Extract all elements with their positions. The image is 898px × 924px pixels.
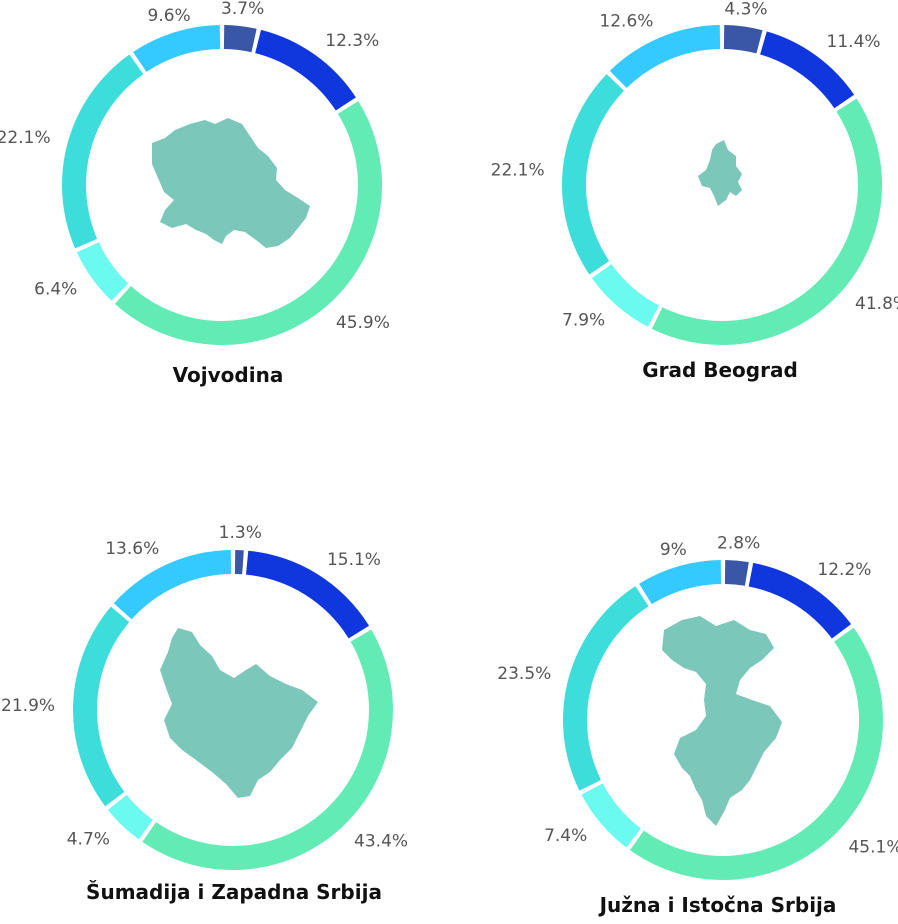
donut-segment <box>724 560 749 586</box>
donut-segment <box>61 54 144 249</box>
data-label: 6.4% <box>34 280 77 300</box>
donut-segment <box>223 25 257 53</box>
donut-segment <box>723 25 763 54</box>
donut-segment <box>234 550 244 575</box>
data-label: 45.9% <box>336 313 390 333</box>
data-label: 11.4% <box>827 32 881 52</box>
data-label: 22.1% <box>491 161 545 181</box>
donut-segment <box>609 25 721 89</box>
data-label: 12.3% <box>325 31 379 51</box>
data-label: 12.6% <box>599 12 653 32</box>
donut-segment <box>562 74 624 275</box>
data-label: 4.7% <box>67 830 110 850</box>
donut-segment <box>245 550 370 639</box>
data-label: 7.9% <box>562 310 605 330</box>
donut-segment <box>748 562 852 639</box>
chart-title-juzna-i-istocna-srbija: Južna i Istočna Srbija <box>598 893 837 917</box>
donut-segment <box>563 586 649 791</box>
data-label: 45.1% <box>848 837 898 857</box>
donut-segment <box>107 794 153 840</box>
donut-segment <box>629 627 884 881</box>
data-label: 22.1% <box>0 128 51 148</box>
data-label: 21.9% <box>1 696 55 716</box>
data-label: 15.1% <box>327 550 381 570</box>
donut-chart-grad-beograd: 4.3% 11.4% 41.8% 7.9% 22.1% 12.6% Grad Beogra… <box>491 0 898 382</box>
donut-segment <box>76 242 129 301</box>
data-label: 3.7% <box>221 0 264 19</box>
donut-segment <box>651 98 883 346</box>
data-label: 43.4% <box>354 832 408 852</box>
donut-segment <box>591 264 660 327</box>
chart-title-grad-beograd: Grad Beograd <box>642 358 798 382</box>
data-label: 7.4% <box>544 826 587 846</box>
data-label: 13.6% <box>105 539 159 559</box>
donut-segment <box>581 783 641 848</box>
donut-segment <box>639 560 722 605</box>
data-label: 41.8% <box>855 294 898 314</box>
data-label: 12.2% <box>817 560 871 580</box>
donut-segment <box>142 629 394 871</box>
donut-segment <box>133 25 221 72</box>
region-map-vojvodina <box>152 118 310 248</box>
data-label: 4.3% <box>724 0 767 20</box>
chart-title-vojvodina: Vojvodina <box>173 363 284 387</box>
donut-chart-vojvodina: 3.7% 12.3% 45.9% 6.4% 22.1% 9.6% Vojvodina <box>0 0 390 387</box>
donut-segment <box>760 31 855 109</box>
data-label: 1.3% <box>219 523 262 543</box>
region-map-juzna-i-istocna-srbija <box>662 616 782 826</box>
donut-segment <box>72 606 130 807</box>
donut-segment <box>113 550 232 620</box>
chart-title-sumadija-i-zapadna-srbija: Šumadija i Zapadna Srbija <box>86 880 382 904</box>
donut-segment <box>255 29 356 111</box>
data-label: 9% <box>660 540 687 560</box>
data-label: 2.8% <box>717 534 760 554</box>
donut-chart-juzna-i-istocna-srbija: 2.8% 12.2% 45.1% 7.4% 23.5% 9% Južna i Istočn… <box>497 534 898 917</box>
donut-segment <box>114 101 383 346</box>
region-map-sumadija-i-zapadna-srbija <box>160 628 318 798</box>
data-label: 23.5% <box>497 664 551 684</box>
data-label: 9.6% <box>148 6 191 26</box>
donut-chart-sumadija-i-zapadna-srbija: 1.3% 15.1% 43.4% 4.7% 21.9% 13.6% Šumadija i … <box>1 523 408 904</box>
region-map-grad-beograd <box>698 140 742 206</box>
